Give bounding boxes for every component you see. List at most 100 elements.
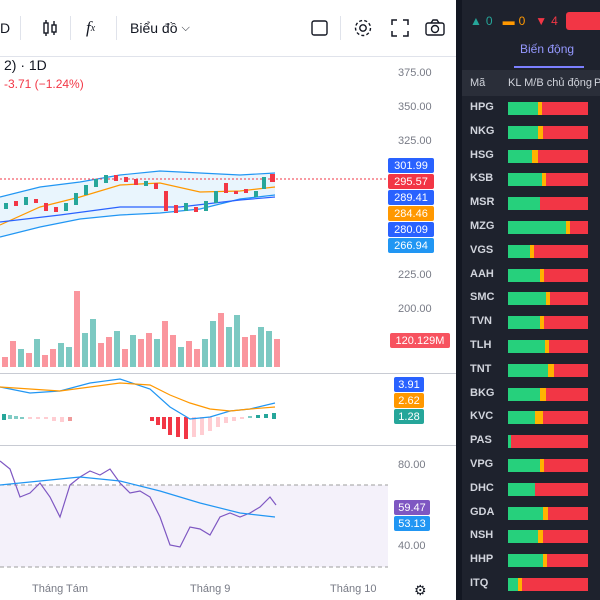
settings-gear-icon[interactable]: [352, 16, 374, 40]
table-row[interactable]: TVN: [462, 310, 600, 334]
flow-bar-segment: [543, 411, 588, 425]
table-row[interactable]: KSB: [462, 167, 600, 191]
flow-bar-segment: [508, 482, 536, 496]
macd-signal-tag: 2.62: [394, 393, 424, 408]
flow-bar-segment: [508, 340, 545, 353]
fullscreen-icon[interactable]: [390, 16, 410, 40]
rsi-tag: 59.47: [394, 500, 430, 515]
macd-plot: [0, 378, 276, 439]
table-row[interactable]: PAS: [462, 429, 600, 453]
flow-bar-segment: [508, 530, 539, 544]
row-symbol: VGS: [470, 243, 494, 256]
price-tag-ma: 289.41: [388, 190, 434, 205]
axis-settings-icon[interactable]: ⚙: [414, 582, 427, 598]
market-panel: ▲ 0 ▬ 0 ▼ 4 Biến động Mã KL M/B chủ động…: [462, 0, 600, 600]
flow-bar: [508, 340, 588, 353]
table-row[interactable]: DHC: [462, 477, 600, 501]
row-symbol: TNT: [470, 362, 492, 375]
flow-bar-segment: [541, 173, 546, 187]
camera-icon[interactable]: [424, 16, 446, 40]
price-tag-last: 295.57: [388, 174, 434, 189]
flow-bar-segment: [508, 268, 540, 282]
chevron-down-icon: ⌵: [181, 21, 190, 34]
chart-type-dropdown[interactable]: Biểu đồ ⌵: [130, 16, 190, 40]
price-tick: 325.00: [398, 135, 432, 147]
flow-bar-segment: [544, 268, 588, 282]
panel-divider[interactable]: [0, 373, 456, 374]
chart-plot: [0, 170, 388, 367]
table-row[interactable]: TNT: [462, 358, 600, 382]
table-row[interactable]: KVC: [462, 405, 600, 429]
col-symbol: Mã: [470, 77, 486, 89]
table-row[interactable]: SMC: [462, 286, 600, 310]
tab-bien-dong[interactable]: Biến động: [520, 42, 575, 56]
legend-title: 2) · 1D: [4, 57, 47, 73]
col-extra: P: [594, 77, 600, 89]
row-symbol: HSG: [470, 148, 494, 161]
col-flow: KL M/B chủ động: [508, 77, 592, 89]
flow-bar-segment: [508, 411, 536, 425]
rsi-line: [0, 460, 277, 548]
price-axis[interactable]: 375.00 350.00 325.00 301.99 295.57 289.4…: [388, 57, 456, 577]
flow-bar-segment: [508, 554, 544, 568]
flow-bar-segment: [508, 363, 548, 377]
flow-bar-segment: [544, 459, 588, 472]
table-row[interactable]: MSR: [462, 191, 600, 215]
up-arrow-icon: ▲: [470, 14, 482, 28]
flow-bar-segment: [543, 506, 548, 520]
table-row[interactable]: BKG: [462, 382, 600, 406]
row-symbol: SMC: [470, 291, 495, 304]
row-symbol: ITQ: [470, 577, 489, 589]
table-row[interactable]: HHP: [462, 548, 600, 572]
table-row[interactable]: ITQ: [462, 572, 600, 596]
flow-bar-segment: [540, 197, 588, 211]
flow-bar-segment: [538, 125, 544, 139]
flow-bar: [508, 173, 588, 187]
flow-bar: [508, 578, 588, 591]
flow-bar-segment: [544, 316, 588, 330]
chart-type-label: Biểu đồ: [130, 20, 178, 36]
table-row[interactable]: AAH: [462, 263, 600, 287]
layout-square-icon[interactable]: [310, 16, 330, 40]
symbol-label[interactable]: D: [0, 20, 11, 36]
flow-bar: [508, 506, 588, 520]
flow-bar-segment: [540, 268, 544, 282]
price-tick: 375.00: [398, 67, 432, 79]
table-row[interactable]: NSH: [462, 524, 600, 548]
down-count: 4: [551, 14, 558, 28]
table-row[interactable]: MZG: [462, 215, 600, 239]
flow-bar-segment: [538, 149, 588, 163]
flow-bar-segment: [508, 578, 518, 591]
table-row[interactable]: TLH: [462, 334, 600, 358]
signal-line: [0, 382, 276, 412]
chart-area[interactable]: 2) · 1D -3.71 (−1.24%): [0, 57, 456, 600]
flow-bar-segment: [554, 363, 588, 377]
row-symbol: VPG: [470, 458, 494, 470]
flow-bar-segment: [543, 125, 588, 139]
flow-bar-segment: [508, 459, 540, 472]
price-tag-basis: 284.46: [388, 206, 434, 221]
row-symbol: KVC: [470, 410, 494, 423]
flow-bar-segment: [550, 292, 588, 306]
rsi-tick: 80.00: [398, 459, 426, 471]
table-row[interactable]: HPG: [462, 96, 600, 120]
time-axis[interactable]: Tháng Tám Tháng 9 Tháng 10: [0, 577, 456, 600]
down-arrow-icon: ▼: [535, 14, 548, 28]
table-row[interactable]: HSG: [462, 144, 600, 168]
table-row[interactable]: NKG: [462, 120, 600, 144]
table-row[interactable]: VGS: [462, 239, 600, 263]
flow-bar-segment: [538, 102, 543, 115]
flow-bar: [508, 149, 588, 163]
index-badge[interactable]: [565, 12, 600, 30]
flow-bar-segment: [508, 506, 544, 520]
table-row[interactable]: VPG: [462, 453, 600, 477]
candles-icon[interactable]: [40, 16, 60, 40]
flow-bar-segment: [548, 363, 555, 377]
rsi-band: [0, 485, 388, 567]
row-symbol: PAS: [470, 434, 492, 447]
table-row[interactable]: GDA: [462, 501, 600, 525]
row-symbol: AAH: [470, 267, 494, 280]
flow-bar: [508, 197, 588, 211]
panel-divider[interactable]: [0, 445, 456, 446]
